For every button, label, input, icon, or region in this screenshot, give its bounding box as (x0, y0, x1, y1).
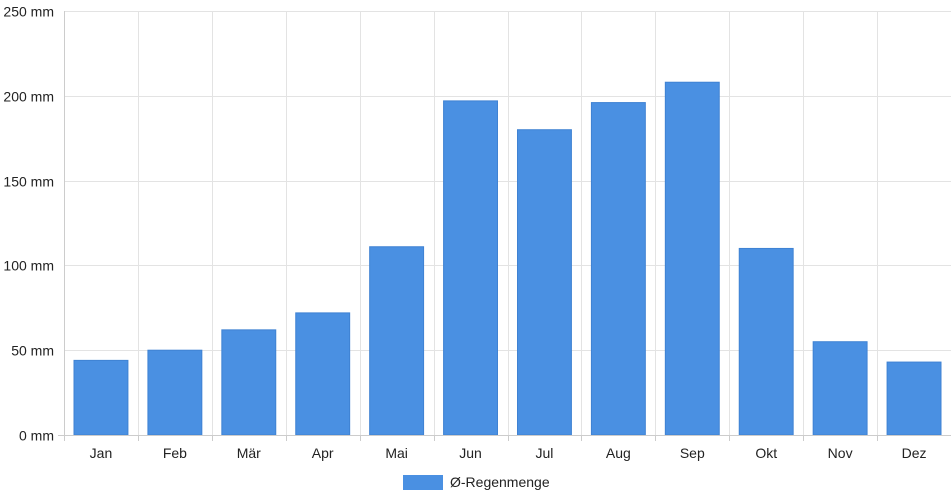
bar-Nov[interactable] (812, 341, 868, 436)
axes (58, 11, 951, 441)
bar-Dez[interactable] (886, 361, 942, 436)
legend-swatch[interactable] (403, 475, 443, 490)
y-tick-label: 50 mm (11, 343, 54, 359)
bar-Okt[interactable] (738, 247, 794, 436)
x-tick-label: Jul (536, 445, 554, 461)
x-tick-label: Okt (755, 445, 777, 461)
bars (73, 81, 942, 436)
x-tick-label: Nov (828, 445, 853, 461)
y-tick-label: 250 mm (3, 4, 54, 20)
y-tick-label: 0 mm (19, 428, 54, 444)
x-tick-label: Aug (606, 445, 631, 461)
y-tick-label: 150 mm (3, 174, 54, 190)
bar-Mär[interactable] (221, 329, 277, 436)
bar-Feb[interactable] (147, 349, 203, 436)
bar-Jul[interactable] (517, 129, 572, 436)
x-tick-label: Mai (385, 445, 408, 461)
bar-Sep[interactable] (664, 81, 720, 436)
x-tick-label: Sep (680, 445, 705, 461)
legend-label[interactable]: Ø-Regenmenge (450, 474, 550, 490)
x-tick-label: Jan (90, 445, 113, 461)
bar-Jun[interactable] (443, 100, 499, 436)
x-tick-label: Dez (902, 445, 927, 461)
legend[interactable]: Ø-Regenmenge (403, 474, 550, 490)
bar-Aug[interactable] (590, 102, 646, 436)
y-tick-label: 200 mm (3, 89, 54, 105)
grid-lines (64, 11, 951, 435)
x-tick-label: Mär (237, 445, 261, 461)
bar-Apr[interactable] (295, 312, 351, 436)
x-tick-label: Jun (459, 445, 482, 461)
y-tick-label: 100 mm (3, 258, 54, 274)
x-tick-label: Feb (163, 445, 187, 461)
bar-Mai[interactable] (369, 246, 425, 436)
x-tick-label: Apr (312, 445, 334, 461)
y-tick-labels: 0 mm 50 mm 100 mm 150 mm 200 mm 250 mm (3, 4, 54, 444)
x-tick-labels: Jan Feb Mär Apr Mai Jun Jul Aug Sep Okt Nov Dez (90, 445, 927, 461)
bar-Jan[interactable] (73, 359, 129, 436)
